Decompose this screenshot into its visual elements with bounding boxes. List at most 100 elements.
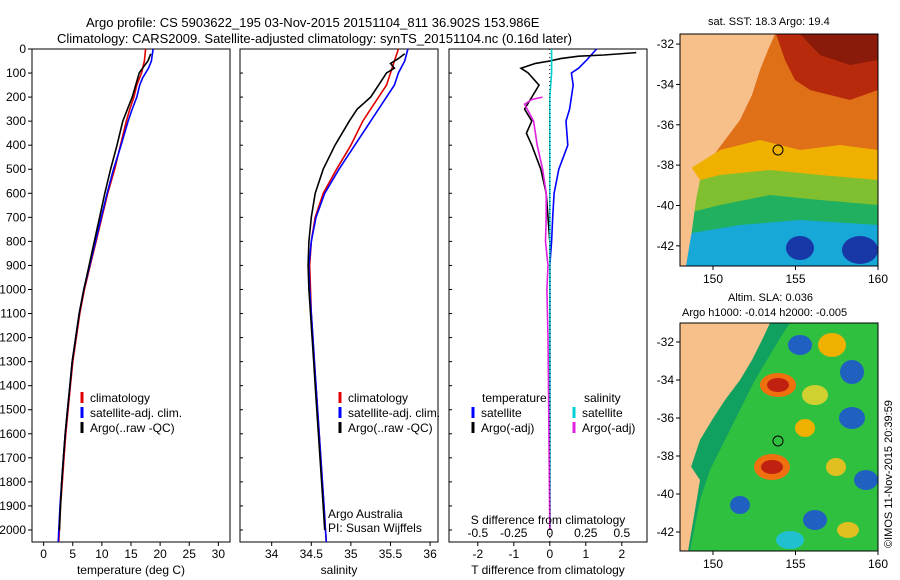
y-tick-label: 1900 — [0, 499, 26, 513]
legend-label: climatology — [348, 391, 408, 405]
legend-label: Argo(-adj) — [481, 421, 534, 435]
series-line-temperature-argo--adj- — [519, 51, 637, 530]
y-tick-label: 900 — [6, 258, 26, 272]
legend-col1-title: temperature — [482, 391, 547, 405]
difference-panel: -2 -1 0 1 2 T difference from climatology -0.5… — [448, 48, 648, 577]
legend-label: Argo(-adj) — [582, 421, 635, 435]
sst-argo-marker — [772, 144, 784, 156]
y-tick-label: 1200 — [0, 331, 26, 345]
map-y-tick-label: -40 — [657, 198, 675, 212]
y-tick-label: 800 — [6, 234, 26, 248]
series-line-argo---raw--qc- — [307, 53, 406, 531]
x-tick-label: 10 — [95, 547, 109, 561]
footer-credit: ©IMOS 11-Nov-2015 20:39:59 — [883, 400, 895, 548]
x-tick-label: 0 — [40, 547, 47, 561]
map-y-tick-label: -34 — [657, 77, 675, 91]
legend-label: satellite-adj. clim. — [90, 406, 182, 420]
y-tick-label: 100 — [6, 66, 26, 80]
y-tick-label: 700 — [6, 210, 26, 224]
series-line-satellite-adj--clim- — [57, 48, 154, 543]
sst-map-title: sat. SST: 18.3 Argo: 19.4 — [708, 16, 830, 28]
legend-label: satellite — [481, 406, 522, 420]
map-y-tick-label: -38 — [657, 449, 675, 463]
y-tick-label: 0 — [19, 42, 26, 56]
plot-frame — [448, 48, 648, 543]
plot-frame — [239, 48, 439, 543]
map-x-tick-label: 155 — [785, 272, 805, 286]
x-tick-label: 2 — [618, 547, 625, 561]
map-x-tick-label: 150 — [703, 272, 723, 286]
map-x-tick-label: 160 — [868, 557, 888, 571]
y-tick-label: 300 — [6, 114, 26, 128]
map-y-tick-label: -32 — [657, 335, 675, 349]
sst-map-panel: sat. SST: 18.3 Argo: 19.4 150 155 160 -32 -3… — [657, 16, 889, 286]
map-x-tick-label: 160 — [868, 272, 888, 286]
x-tick-label: 0 — [546, 547, 553, 561]
header-line-1: Argo profile: CS 5903622_195 03-Nov-2015… — [86, 15, 540, 30]
map-y-tick-label: -38 — [657, 158, 675, 172]
x-tick-label: 15 — [124, 547, 138, 561]
y-tick-label: 200 — [6, 90, 26, 104]
y-tick-label: 1100 — [0, 307, 26, 321]
x-axis-label: temperature (deg C) — [77, 563, 185, 577]
legend-label: satellite — [582, 406, 623, 420]
y-tick-label: 400 — [6, 138, 26, 152]
x-tick-label: 30 — [212, 547, 226, 561]
map-y-tick-label: -42 — [657, 239, 675, 253]
sla-map-subtitle: Argo h1000: -0.014 h2000: -0.005 — [682, 307, 847, 319]
x-tick-label: 1 — [582, 547, 589, 561]
legend-col2-title: salinity — [584, 391, 621, 405]
y-tick-label: 1000 — [0, 282, 26, 296]
salinity-panel: 34 34.5 35 35.5 36 salinity climatologysatelli… — [239, 48, 440, 577]
header-line-2: Climatology: CARS2009. Satellite-adjuste… — [57, 31, 572, 46]
map-x-tick-label: 155 — [785, 557, 805, 571]
annotation-agency: Argo Australia — [328, 507, 403, 521]
y-tick-label: 1300 — [0, 355, 26, 369]
map-y-tick-label: -42 — [657, 525, 675, 539]
map-y-tick-label: -32 — [657, 37, 675, 51]
series-line-temperature-satellite — [549, 48, 598, 530]
legend-label: Argo(..raw -QC) — [348, 421, 433, 435]
series-line-climatology — [58, 48, 147, 543]
s-tick-label: -0.5 — [467, 526, 488, 540]
sla-map-panel: Altim. SLA: 0.036 Argo h1000: -0.014 h20… — [657, 292, 889, 571]
sla-argo-marker — [772, 435, 784, 447]
y-tick-label: 1600 — [0, 427, 26, 441]
y-tick-label: 1700 — [0, 451, 26, 465]
s-tick-label: -0.25 — [500, 526, 528, 540]
x-tick-label: 34.5 — [300, 547, 324, 561]
legend-label: climatology — [90, 391, 150, 405]
series-line-argo---raw--qc- — [58, 53, 152, 531]
map-y-tick-label: -36 — [657, 118, 675, 132]
x-tick-label: 20 — [153, 547, 167, 561]
s-axis-label: S difference from climatology — [471, 513, 626, 527]
legend-label: Argo(..raw -QC) — [90, 421, 175, 435]
x-tick-label: -1 — [508, 547, 519, 561]
s-tick-label: 0 — [546, 526, 553, 540]
sla-map-title: Altim. SLA: 0.036 — [728, 292, 813, 304]
series-line-satellite-adj--clim- — [308, 48, 409, 543]
map-y-tick-label: -34 — [657, 373, 675, 387]
map-y-tick-label: -40 — [657, 487, 675, 501]
s-tick-label: 0.25 — [574, 526, 598, 540]
x-tick-label: 35.5 — [379, 547, 403, 561]
x-axis-label: T difference from climatology — [471, 563, 625, 577]
plot-frame — [31, 48, 231, 543]
y-tick-label: 600 — [6, 186, 26, 200]
y-tick-label: 1800 — [0, 475, 26, 489]
series-line-salinity-argo--adj- — [523, 96, 551, 531]
annotation-pi: PI: Susan Wijffels — [328, 521, 422, 535]
x-tick-label: 35 — [344, 547, 358, 561]
x-tick-label: 34 — [265, 547, 279, 561]
s-tick-label: 0.5 — [613, 526, 630, 540]
sla-map-image — [680, 323, 878, 551]
x-tick-label: 25 — [183, 547, 197, 561]
map-y-tick-label: -36 — [657, 411, 675, 425]
y-tick-label: 500 — [6, 162, 26, 176]
y-tick-label: 1500 — [0, 403, 26, 417]
y-tick-label: 2000 — [0, 523, 26, 537]
temperature-panel: 0100200300400500600700800900100011001200… — [0, 42, 231, 577]
map-x-tick-label: 150 — [703, 557, 723, 571]
x-tick-label: -2 — [472, 547, 483, 561]
